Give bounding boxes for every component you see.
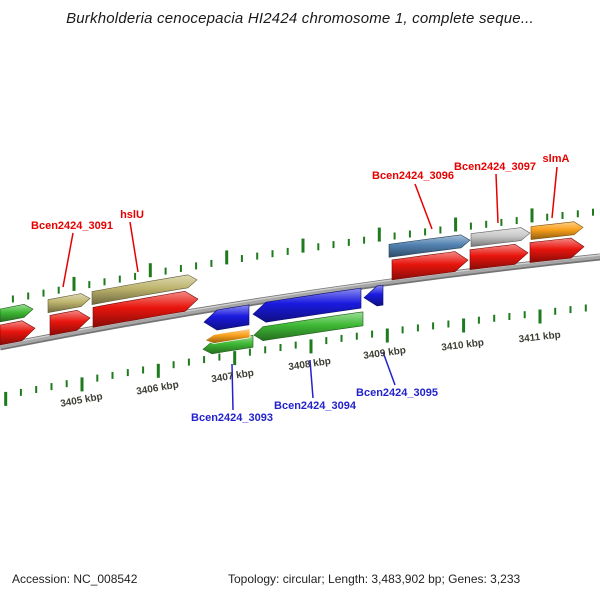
topology-text: Topology: circular; Length: 3,483,902 bp…: [228, 572, 521, 586]
svg-text:Bcen2424_3097: Bcen2424_3097: [454, 161, 536, 173]
gene-label-Bcen2424_3091[interactable]: Bcen2424_3091: [31, 220, 113, 288]
gene-label-Bcen2424_3094[interactable]: Bcen2424_3094: [274, 359, 357, 412]
svg-text:Bcen2424_3093: Bcen2424_3093: [191, 412, 273, 424]
gene-label-Bcen2424_3096[interactable]: Bcen2424_3096: [372, 170, 454, 230]
ruler-label: 3408 kbp: [288, 356, 332, 373]
gene-label-hslU[interactable]: hslU: [120, 209, 144, 273]
svg-text:Bcen2424_3096: Bcen2424_3096: [372, 170, 454, 182]
gene-label-Bcen2424_3095[interactable]: Bcen2424_3095: [356, 351, 438, 399]
gene-arrow-hslU[interactable]: [91, 274, 199, 328]
gene-label-Bcen2424_3097[interactable]: Bcen2424_3097: [454, 161, 536, 224]
ruler-ticks: [4, 208, 594, 406]
ruler-label: 3409 kbp: [363, 345, 407, 362]
ruler-label: 3410 kbp: [441, 337, 485, 353]
ruler-label: 3405 kbp: [60, 391, 104, 410]
svg-text:hslU: hslU: [120, 209, 144, 221]
svg-text:Bcen2424_3095: Bcen2424_3095: [356, 387, 438, 399]
svg-text:Bcen2424_3091: Bcen2424_3091: [31, 220, 113, 232]
ruler-label: 3406 kbp: [136, 379, 180, 397]
gene-label-slmA[interactable]: slmA: [543, 153, 570, 219]
gene-arrow-Bcen2424_3095[interactable]: [363, 284, 384, 307]
gene-arrow-Bcen2424_3096[interactable]: [388, 234, 471, 281]
gene-label-Bcen2424_3093[interactable]: Bcen2424_3093: [191, 363, 273, 424]
gene-arrow-Bcen2424_3091[interactable]: [47, 293, 91, 336]
svg-text:Bcen2424_3094: Bcen2424_3094: [274, 400, 357, 412]
gene-arrow-Bcen2424_3093[interactable]: [202, 304, 254, 355]
gene-arrow-edge-left[interactable]: [0, 303, 36, 346]
gene-arrow-slmA[interactable]: [529, 221, 585, 263]
gene-arrow-Bcen2424_3097[interactable]: [469, 227, 531, 271]
gene-arrow-Bcen2424_3094[interactable]: [252, 287, 364, 342]
ruler-label: 3411 kbp: [518, 330, 561, 346]
sequence-title: Burkholderia cenocepacia HI2424 chromoso…: [66, 10, 534, 27]
svg-text:slmA: slmA: [543, 153, 570, 165]
chromosome-backbone: [0, 253, 600, 351]
accession-text: Accession: NC_008542: [12, 572, 138, 586]
